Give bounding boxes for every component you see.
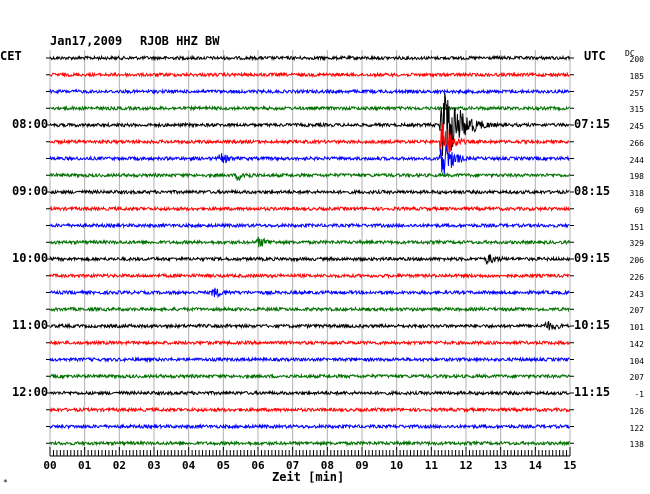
dc-offset-label: 266 (629, 138, 644, 148)
trace-row (49, 104, 570, 112)
x-axis-title: Zeit [min] (272, 470, 345, 484)
dc-offset-label: 185 (629, 71, 644, 81)
x-tick-label: 02 (113, 459, 126, 472)
trace-row (49, 339, 571, 347)
x-tick-label: 14 (529, 459, 543, 472)
traces (49, 54, 571, 447)
dc-offset-label: 69 (634, 205, 644, 215)
dc-offset-label: 226 (629, 272, 644, 282)
x-tick-label: 03 (147, 459, 160, 472)
trace-row (49, 222, 570, 229)
trace-row (49, 372, 571, 380)
x-axis: 00 01 02 03 04 05 06 07 08 09 10 11 12 13 14 15 (43, 447, 577, 472)
right-time-label: 08:15 (574, 184, 611, 198)
x-tick-label: 06 (251, 459, 265, 472)
trace-row (49, 205, 571, 213)
x-tick-label: 13 (494, 459, 507, 472)
dc-offset-label: 138 (629, 440, 644, 450)
x-tick-label: 05 (217, 459, 230, 472)
trace-row (49, 123, 570, 154)
trace-row (49, 423, 571, 430)
footer-mark: * (3, 478, 8, 487)
trace-row (49, 93, 570, 157)
x-tick-label: 08 (321, 459, 334, 472)
header-date: Jan17,2009 (50, 34, 123, 48)
dc-offset-label: 318 (629, 189, 644, 198)
left-time-label: 12:00 (12, 385, 49, 399)
x-tick-label: 04 (182, 459, 196, 472)
left-time-label: 08:00 (12, 117, 49, 131)
trace-row (49, 389, 570, 397)
dc-offset-label: 126 (629, 406, 644, 416)
trace-row (49, 253, 571, 265)
x-tick-label: 12 (459, 459, 472, 472)
right-time-label: 10:15 (574, 318, 611, 332)
dc-offset-label: 104 (629, 356, 644, 366)
right-time-label: 09:15 (574, 251, 611, 265)
left-time-label: 09:00 (12, 184, 49, 198)
left-timezone-label: CET (0, 49, 22, 63)
dc-offset-label: 198 (629, 172, 644, 182)
header-station: RJOB HHZ BW (140, 34, 220, 48)
dc-offset-label: 243 (629, 289, 644, 299)
trace-row (49, 144, 570, 176)
right-time-label: 11:15 (574, 385, 611, 399)
grid (46, 50, 574, 452)
x-tick-label: 00 (43, 459, 56, 472)
dc-offset-label: 151 (629, 222, 644, 232)
dc-offset-label: 207 (629, 306, 644, 316)
left-time-label: 11:00 (12, 318, 49, 332)
dc-offset-label: 200 (629, 55, 644, 64)
dc-offset-label: -1 (634, 390, 644, 399)
dc-offset-label: 207 (629, 373, 644, 383)
dc-offset-label: 315 (629, 105, 644, 115)
trace-row (49, 321, 570, 331)
dc-header: DC (625, 49, 635, 58)
right-time-label: 07:15 (574, 117, 611, 131)
x-tick-label: 15 (563, 459, 576, 472)
x-tick-label: 10 (390, 459, 403, 472)
trace-row (49, 87, 571, 95)
trace-row (49, 406, 571, 414)
dc-offset-label: 122 (629, 423, 644, 433)
trace-row (49, 439, 570, 447)
x-tick-label: 07 (286, 459, 299, 472)
right-timezone-label: UTC (584, 49, 606, 63)
trace-row (49, 305, 570, 313)
trace-row (49, 188, 570, 196)
x-tick-label: 01 (78, 459, 92, 472)
trace-row (49, 272, 570, 280)
dc-offset-label: 206 (629, 256, 644, 265)
trace-row (49, 236, 571, 248)
x-tick-label: 09 (355, 459, 368, 472)
dc-offset-label: 257 (629, 88, 644, 98)
dc-offset-label: 329 (629, 239, 644, 249)
dc-offset-label: 245 (629, 122, 644, 131)
trace-row (49, 287, 570, 299)
trace-row (49, 355, 570, 364)
trace-row (49, 71, 570, 79)
dc-offset-label: 142 (629, 339, 644, 349)
trace-row (49, 171, 571, 181)
x-tick-label: 11 (425, 459, 439, 472)
dc-offset-label: 244 (629, 155, 644, 165)
left-time-label: 10:00 (12, 251, 49, 265)
trace-row (49, 54, 571, 62)
dc-offset-label: 101 (629, 323, 644, 332)
